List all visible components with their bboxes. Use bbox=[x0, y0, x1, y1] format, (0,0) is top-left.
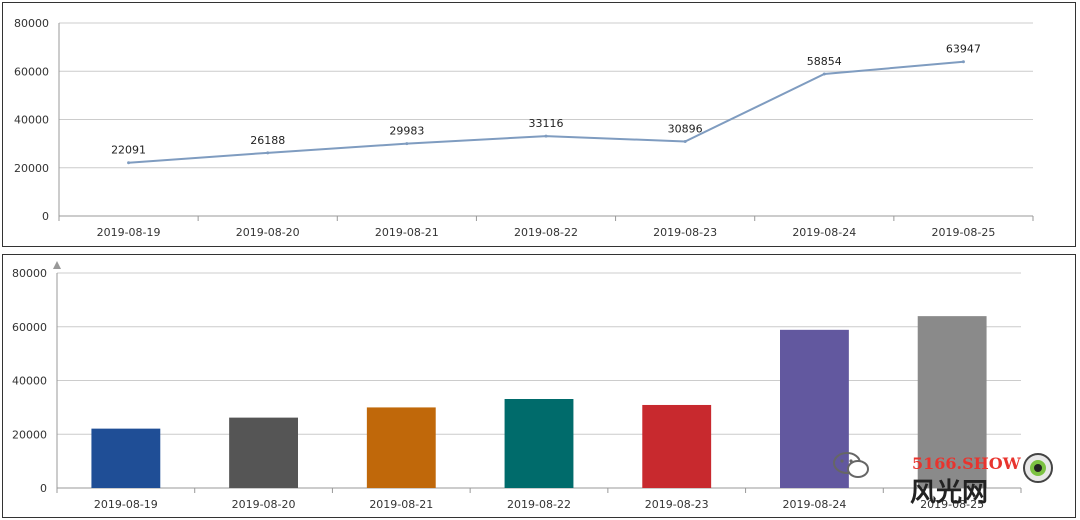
bar-x-tick-label: 2019-08-20 bbox=[232, 498, 296, 511]
bar-chart-panel: 0 20000 40000 60000 80000 2019-08-19 2019-08-2… bbox=[2, 254, 1076, 518]
line-point bbox=[127, 161, 131, 165]
line-x-tick-label: 2019-08-25 bbox=[931, 226, 995, 239]
bar-y-tick-label: 80000 bbox=[12, 267, 47, 280]
line-chart: 0 20000 40000 60000 80000 2019-08-19 2019-08-2… bbox=[14, 17, 1034, 239]
line-y-tick-label: 0 bbox=[42, 210, 49, 223]
line-y-tick-label: 40000 bbox=[14, 114, 49, 127]
line-data-label: 30896 bbox=[668, 122, 703, 135]
line-point bbox=[405, 142, 409, 146]
line-series bbox=[128, 60, 964, 164]
bar bbox=[229, 417, 298, 488]
line-x-tick-label: 2019-08-21 bbox=[375, 226, 439, 239]
bar-x-tick-label: 2019-08-23 bbox=[645, 498, 709, 511]
bar-y-tick-label: 20000 bbox=[12, 428, 47, 441]
watermark: 5166.SHOW 风光网 bbox=[832, 446, 1062, 508]
line-x-tick-label: 2019-08-22 bbox=[514, 226, 578, 239]
bar bbox=[917, 316, 987, 488]
bar bbox=[504, 399, 574, 488]
line-y-tick-label: 20000 bbox=[14, 162, 49, 175]
line-point bbox=[822, 72, 826, 76]
watermark-line2: 风光网 bbox=[910, 478, 989, 508]
line-y-tick-label: 80000 bbox=[14, 17, 49, 30]
line-x-tick-label: 2019-08-20 bbox=[236, 226, 300, 239]
line-y-tick-label: 60000 bbox=[14, 65, 49, 78]
bar-y-axis-arrow bbox=[53, 261, 61, 269]
line-data-label: 33116 bbox=[529, 117, 564, 130]
line-data-label: 63947 bbox=[946, 43, 981, 56]
line-point bbox=[544, 134, 548, 138]
line-chart-panel: 0 20000 40000 60000 80000 2019-08-19 2019-08-2… bbox=[2, 2, 1076, 247]
wechat-icon bbox=[833, 452, 869, 478]
eye-logo-icon bbox=[1023, 453, 1053, 483]
line-x-tick-label: 2019-08-19 bbox=[97, 226, 161, 239]
line-point bbox=[961, 60, 965, 64]
line-point bbox=[266, 151, 270, 155]
line-point bbox=[683, 139, 687, 143]
watermark-line1: 5166.SHOW bbox=[912, 454, 1021, 473]
bar-y-tick-label: 60000 bbox=[12, 321, 47, 334]
line-x-tick-label: 2019-08-23 bbox=[653, 226, 717, 239]
bar-chart: 0 20000 40000 60000 80000 2019-08-19 2019-08-2… bbox=[12, 261, 1022, 511]
bar bbox=[642, 404, 712, 488]
bar-x-tick-label: 2019-08-21 bbox=[369, 498, 433, 511]
line-x-tick-label: 2019-08-24 bbox=[792, 226, 856, 239]
bar-x-tick-label: 2019-08-24 bbox=[782, 498, 846, 511]
bar-y-tick-label: 0 bbox=[40, 482, 47, 495]
bar-x-tick-label: 2019-08-22 bbox=[507, 498, 571, 511]
line-data-label: 58854 bbox=[807, 55, 842, 68]
bar bbox=[780, 329, 849, 488]
line-data-label: 29983 bbox=[389, 125, 424, 138]
bar-y-tick-label: 40000 bbox=[12, 375, 47, 388]
bar-x-tick-label: 2019-08-19 bbox=[94, 498, 158, 511]
line-data-label: 22091 bbox=[111, 144, 146, 157]
bar bbox=[366, 407, 436, 488]
bar-x-tick-label: 2019-08-25 bbox=[920, 498, 984, 511]
line-data-label: 26188 bbox=[250, 134, 285, 147]
bar bbox=[91, 428, 161, 488]
